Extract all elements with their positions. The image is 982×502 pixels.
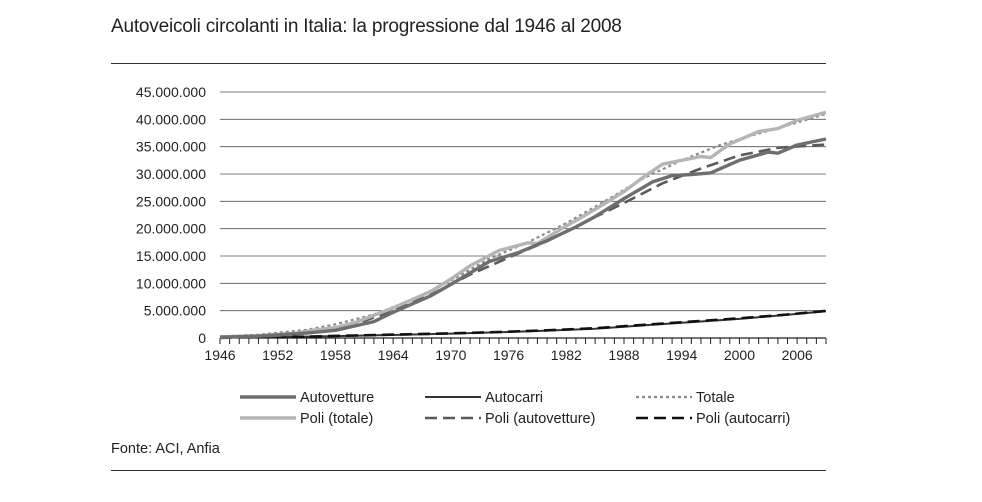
y-tick-label: 30.000.000: [136, 166, 206, 182]
x-tick-label: 1976: [493, 347, 524, 363]
x-tick-label: 2006: [782, 347, 813, 363]
grid-lines: [220, 91, 826, 312]
legend-label: Poli (totale): [300, 411, 373, 427]
legend-label: Autocarri: [485, 390, 543, 406]
x-tick-label: 1952: [262, 347, 293, 363]
y-tick-label: 15.000.000: [136, 248, 206, 264]
x-tick-label: 1958: [320, 347, 351, 363]
series-line-poli-totale: [219, 110, 827, 339]
series-line-autovetture: [219, 137, 827, 339]
source-note: Fonte: ACI, Anfia: [111, 441, 220, 457]
x-tick-label: 2000: [724, 347, 755, 363]
chart-title: Autoveicoli circolanti in Italia: la pro…: [111, 16, 622, 37]
y-tick-label: 25.000.000: [136, 193, 206, 209]
legend-label: Poli (autovetture): [485, 411, 595, 427]
series-line-poli-autovetture: [219, 143, 827, 340]
legend-label: Autovetture: [300, 390, 374, 406]
y-tick-label: 5.000.000: [144, 303, 206, 319]
x-tick-label: 1988: [608, 347, 639, 363]
y-tick-label: 10.000.000: [136, 275, 206, 291]
x-tick-label: 1964: [378, 347, 409, 363]
series-lines: [219, 110, 827, 340]
x-tick-label: 1994: [666, 347, 697, 363]
legend-label: Poli (autocarri): [696, 411, 790, 427]
x-axis: [219, 337, 827, 344]
x-tick-label: 1982: [551, 347, 582, 363]
y-tick-label: 45.000.000: [136, 84, 206, 100]
x-tick-label: 1946: [204, 347, 235, 363]
series-line-totale: [219, 112, 827, 338]
x-tick-label: 1970: [435, 347, 466, 363]
series-line-poli-autocarri: [219, 309, 827, 339]
y-tick-label: 40.000.000: [136, 111, 206, 127]
legend-label: Totale: [696, 390, 735, 406]
y-axis-ticks: 0 5.000.000 10.000.000 15.000.000 20.000.000…: [136, 84, 206, 346]
y-tick-label: 0: [198, 330, 206, 346]
y-tick-label: 35.000.000: [136, 139, 206, 155]
bottom-rule: [111, 470, 826, 471]
y-tick-label: 20.000.000: [136, 221, 206, 237]
legend: Autovetture Autocarri Totale Poli (totale) P…: [240, 390, 790, 427]
top-rule: [111, 63, 826, 64]
x-axis-ticks: 1946 1952 1958 1964 1970 1976 1982 1988 1994 2000…: [204, 347, 813, 363]
